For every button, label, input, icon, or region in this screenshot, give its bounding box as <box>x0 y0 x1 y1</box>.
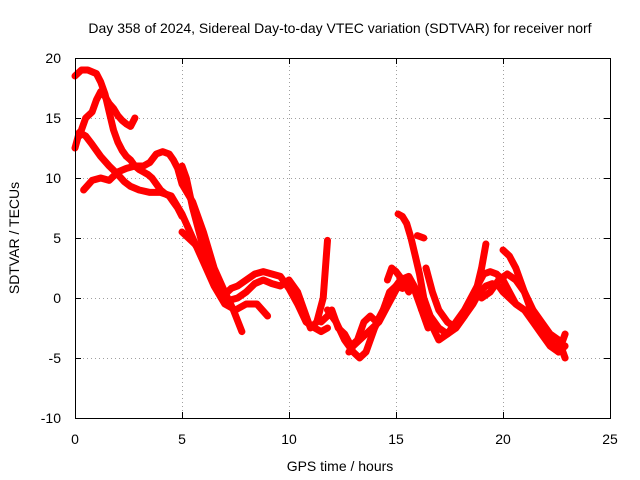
data-series <box>71 66 569 362</box>
data-series-arc-9 <box>345 276 426 356</box>
data-series-arc-13 <box>413 232 428 242</box>
y-tick-label: 10 <box>45 170 61 186</box>
x-tick-label: 10 <box>281 431 297 447</box>
data-series-arc-6 <box>178 228 331 332</box>
data-series-arc-4 <box>80 148 246 336</box>
x-tick-labels: 0 5 10 15 20 25 <box>71 431 618 447</box>
grid <box>75 58 610 418</box>
x-tick-label: 5 <box>178 431 186 447</box>
x-axis-label: GPS time / hours <box>287 458 394 474</box>
y-tick-labels: -10 -5 0 5 10 15 20 <box>41 50 61 426</box>
y-tick-label: 20 <box>45 50 61 66</box>
data-series-arc-16 <box>478 270 569 362</box>
x-tick-label: 15 <box>388 431 404 447</box>
y-tick-label: -10 <box>41 410 61 426</box>
data-series-arc-2 <box>75 88 139 140</box>
y-tick-label: 0 <box>53 290 61 306</box>
y-tick-label: -5 <box>49 350 62 366</box>
y-tick-label: 15 <box>45 110 61 126</box>
data-series-arc-10 <box>383 264 413 296</box>
data-series-arc-14 <box>422 240 490 332</box>
x-tick-label: 0 <box>71 431 79 447</box>
chart-title: Day 358 of 2024, Sidereal Day-to-day VTE… <box>88 20 591 36</box>
y-axis-label: SDTVAR / TECUs <box>6 182 22 294</box>
x-tick-label: 20 <box>495 431 511 447</box>
axis-ticks <box>75 58 611 419</box>
x-tick-label: 25 <box>602 431 618 447</box>
y-tick-label: 5 <box>53 230 61 246</box>
